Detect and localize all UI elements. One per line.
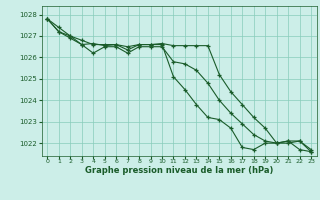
X-axis label: Graphe pression niveau de la mer (hPa): Graphe pression niveau de la mer (hPa) <box>85 166 273 175</box>
